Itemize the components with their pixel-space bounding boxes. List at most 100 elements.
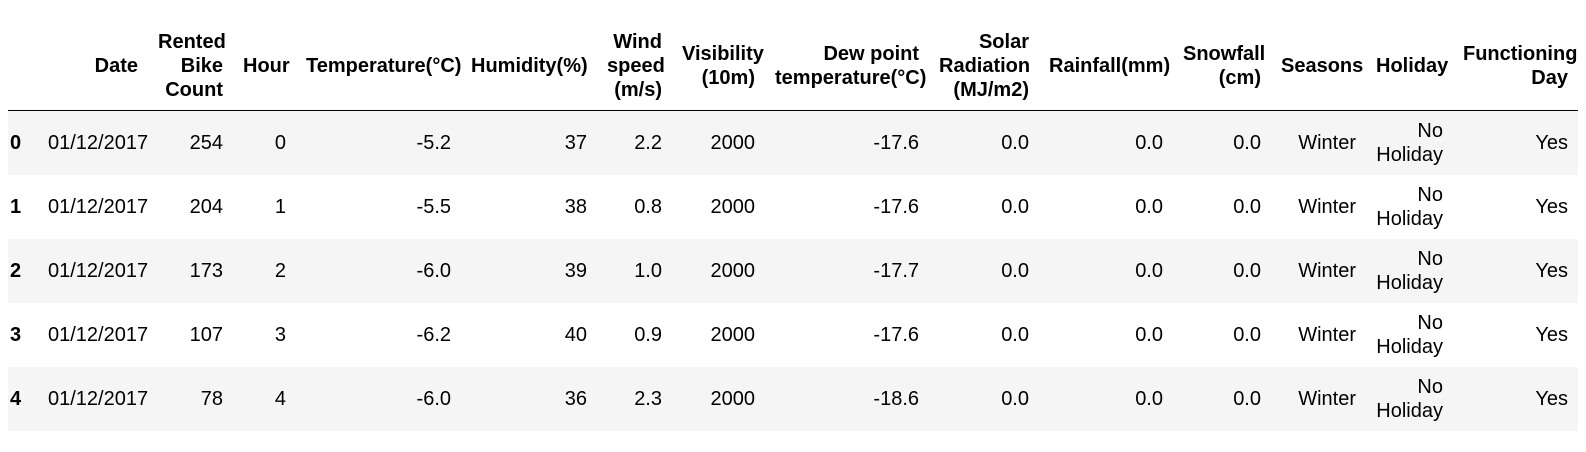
table-cell: 0.0 <box>1135 196 1163 218</box>
table-cell: 38 <box>564 196 587 218</box>
row-index: 2 <box>10 260 22 282</box>
table-cell: 1 <box>274 196 286 218</box>
table-cell: 0.0 <box>1001 260 1029 282</box>
dataframe-container: Date Rented Bike Count Hour Temperature(°C)… <box>8 22 1586 431</box>
column-header: Rented Bike Count <box>158 31 226 101</box>
table-cell: Yes <box>1535 196 1568 218</box>
table-cell: 01/12/2017 <box>48 196 149 218</box>
table-cell: 0 <box>274 132 286 154</box>
table-cell: 78 <box>200 388 223 410</box>
table-cell: 0.0 <box>1135 388 1163 410</box>
table-header: Date Rented Bike Count Hour Temperature(°C)… <box>8 22 1578 111</box>
table-cell: 0.0 <box>1001 132 1029 154</box>
table-cell: -17.6 <box>873 196 919 218</box>
table-cell: -17.7 <box>873 260 919 282</box>
table-cell: 0.0 <box>1233 324 1261 346</box>
column-header: Solar Radiation (MJ/m2) <box>939 31 1031 101</box>
row-index: 3 <box>10 324 22 346</box>
table-cell: 01/12/2017 <box>48 388 149 410</box>
table-cell: 0.8 <box>634 196 662 218</box>
table-cell: 1.0 <box>634 260 662 282</box>
table-cell: 0.0 <box>1001 196 1029 218</box>
table-cell: 0.0 <box>1135 260 1163 282</box>
table-cell: -5.5 <box>416 196 451 218</box>
column-header: Visibility (10m) <box>682 43 764 89</box>
table-row: 1 01/12/2017 204 1 -5.5 38 0.8 2000 -17.6 0.0 0.0 0… <box>8 175 1578 239</box>
table-cell: -17.6 <box>873 324 919 346</box>
table-cell: 0.0 <box>1233 132 1261 154</box>
table-cell: 40 <box>564 324 587 346</box>
table-cell: 0.0 <box>1135 324 1163 346</box>
table-row: 3 01/12/2017 107 3 -6.2 40 0.9 2000 -17.6 0.0 0.0 0… <box>8 303 1578 367</box>
table-cell: 39 <box>564 260 587 282</box>
table-cell: -18.6 <box>873 388 919 410</box>
row-index: 0 <box>10 132 22 154</box>
table-cell: Winter <box>1298 388 1356 410</box>
table-cell: 37 <box>564 132 587 154</box>
table-cell: Yes <box>1535 132 1568 154</box>
table-cell: 0.0 <box>1233 260 1261 282</box>
table-cell: No Holiday <box>1376 120 1443 166</box>
table-cell: 107 <box>189 324 223 346</box>
column-header: Temperature(°C) <box>306 55 462 77</box>
table-cell: Yes <box>1535 260 1568 282</box>
table-cell: -5.2 <box>416 132 451 154</box>
table-cell: 2 <box>274 260 286 282</box>
index-header <box>8 22 38 111</box>
table-cell: 2000 <box>710 388 756 410</box>
table-cell: No Holiday <box>1376 376 1443 422</box>
table-cell: 204 <box>189 196 223 218</box>
table-cell: 01/12/2017 <box>48 324 149 346</box>
table-cell: -6.2 <box>416 324 451 346</box>
column-header: Snowfall (cm) <box>1183 43 1266 89</box>
column-header: Humidity(%) <box>471 55 588 77</box>
table-cell: Yes <box>1535 324 1568 346</box>
table-cell: No Holiday <box>1376 184 1443 230</box>
table-cell: -17.6 <box>873 132 919 154</box>
column-header: Functioning Day <box>1463 43 1578 89</box>
column-header: Holiday <box>1376 55 1449 77</box>
table-row: 2 01/12/2017 173 2 -6.0 39 1.0 2000 -17.7 0.0 0.0 0… <box>8 239 1578 303</box>
column-header: Seasons <box>1281 55 1364 77</box>
row-index: 4 <box>10 388 22 410</box>
column-header: Date <box>94 55 138 77</box>
table-cell: No Holiday <box>1376 248 1443 294</box>
table-cell: 2.3 <box>634 388 662 410</box>
table-cell: 0.9 <box>634 324 662 346</box>
table-cell: 0.0 <box>1001 324 1029 346</box>
column-header: Hour <box>243 55 290 77</box>
table-cell: 254 <box>189 132 223 154</box>
table-cell: 0.0 <box>1135 132 1163 154</box>
table-row: 4 01/12/2017 78 4 -6.0 36 2.3 2000 -18.6 0.0 0.0 0.… <box>8 367 1578 431</box>
table-cell: 2000 <box>710 324 756 346</box>
table-cell: 36 <box>564 388 587 410</box>
header-row: Date Rented Bike Count Hour Temperature(°C)… <box>8 22 1578 111</box>
table-cell: 0.0 <box>1233 196 1261 218</box>
table-cell: -6.0 <box>416 388 451 410</box>
table-cell: -6.0 <box>416 260 451 282</box>
column-header: Dew point temperature(°C) <box>775 43 927 89</box>
table-row: 0 01/12/2017 254 0 -5.2 37 2.2 2000 -17.6 0.0 0.0 0… <box>8 110 1578 175</box>
row-index: 1 <box>10 196 22 218</box>
table-cell: 0.0 <box>1233 388 1261 410</box>
column-header: Rainfall(mm) <box>1049 55 1171 77</box>
table-cell: 0.0 <box>1001 388 1029 410</box>
table-cell: 01/12/2017 <box>48 260 149 282</box>
table-cell: 2000 <box>710 196 756 218</box>
table-cell: 2000 <box>710 260 756 282</box>
table-cell: Winter <box>1298 132 1356 154</box>
table-cell: 2.2 <box>634 132 662 154</box>
table-cell: Yes <box>1535 388 1568 410</box>
table-body: 0 01/12/2017 254 0 -5.2 37 2.2 2000 -17.6 0.0 0.0 0… <box>8 110 1578 431</box>
table-cell: 2000 <box>710 132 756 154</box>
table-cell: Winter <box>1298 196 1356 218</box>
table-cell: 4 <box>274 388 286 410</box>
table-cell: 3 <box>274 324 286 346</box>
table-cell: Winter <box>1298 324 1356 346</box>
table-cell: 173 <box>189 260 223 282</box>
dataframe-table: Date Rented Bike Count Hour Temperature(°C)… <box>8 22 1578 431</box>
table-cell: No Holiday <box>1376 312 1443 358</box>
table-cell: 01/12/2017 <box>48 132 149 154</box>
table-cell: Winter <box>1298 260 1356 282</box>
